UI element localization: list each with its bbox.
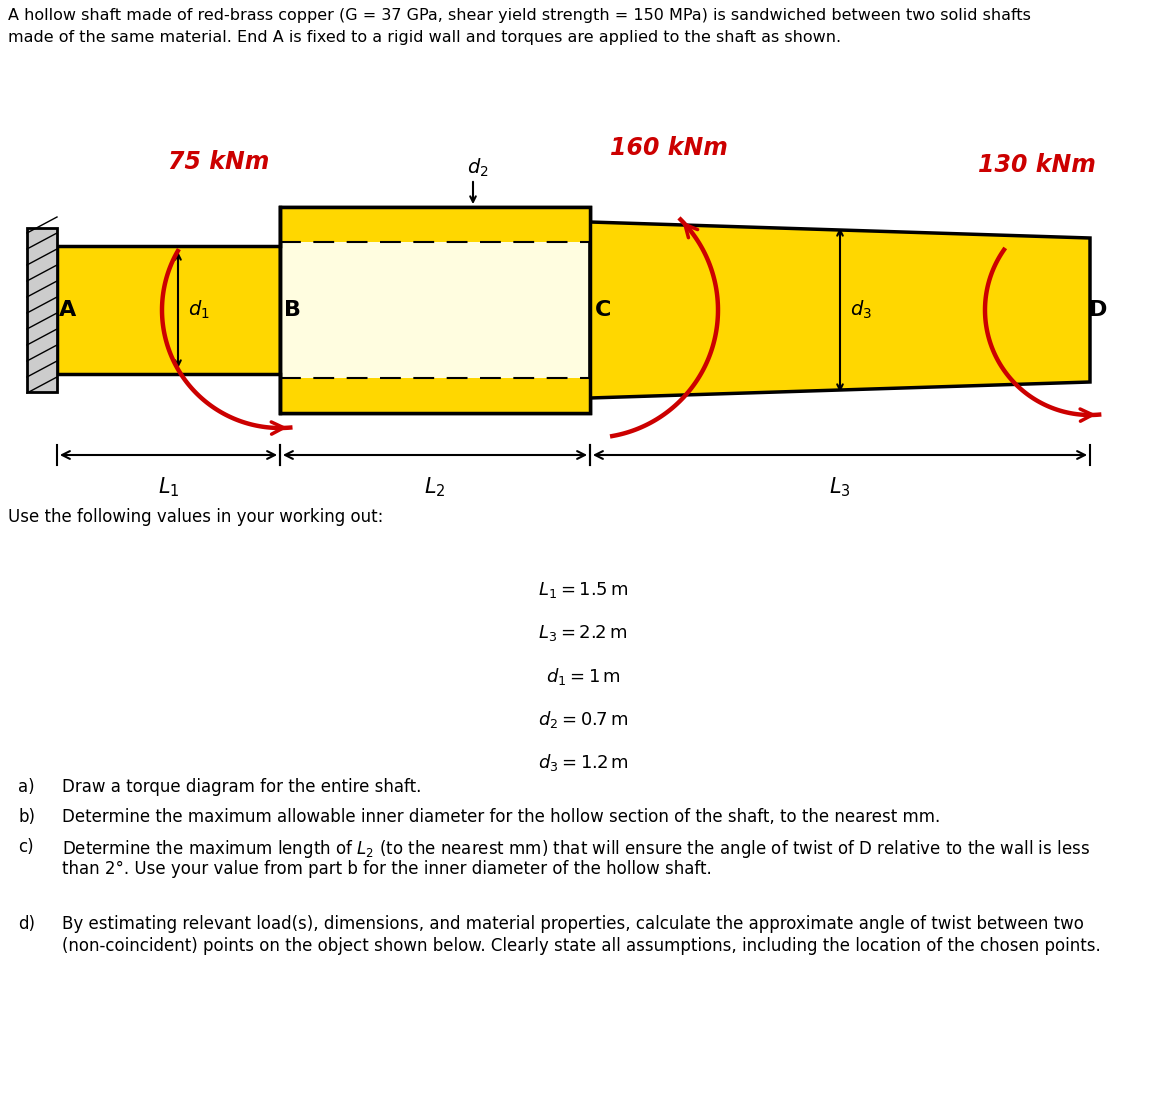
Text: C: C <box>595 300 611 320</box>
Bar <box>280 207 590 242</box>
Text: $d_3 = 1.2\,\mathrm{m}$: $d_3 = 1.2\,\mathrm{m}$ <box>538 752 628 773</box>
Text: Determine the maximum length of $L_2$ (to the nearest mm) that will ensure the a: Determine the maximum length of $L_2$ (t… <box>62 838 1090 860</box>
Text: than 2°. Use your value from part b for the inner diameter of the hollow shaft.: than 2°. Use your value from part b for … <box>62 860 711 878</box>
Text: $L_1 = 1.5\,\mathrm{m}$: $L_1 = 1.5\,\mathrm{m}$ <box>538 580 628 600</box>
Text: $d_1 = 1\,\mathrm{m}$: $d_1 = 1\,\mathrm{m}$ <box>546 666 620 687</box>
Polygon shape <box>590 222 1090 398</box>
Bar <box>280 207 590 413</box>
Text: b): b) <box>17 808 35 825</box>
Text: Determine the maximum allowable inner diameter for the hollow section of the sha: Determine the maximum allowable inner di… <box>62 808 940 825</box>
Text: 130 kNm: 130 kNm <box>978 153 1096 177</box>
Text: a): a) <box>17 778 35 797</box>
Text: $L_3$: $L_3$ <box>829 475 851 499</box>
Text: $d_2$: $d_2$ <box>468 157 489 179</box>
Text: $d_1$: $d_1$ <box>188 299 210 321</box>
Text: made of the same material. End A is fixed to a rigid wall and torques are applie: made of the same material. End A is fixe… <box>8 30 841 45</box>
Text: 75 kNm: 75 kNm <box>168 150 269 174</box>
Text: $L_3 = 2.2\,\mathrm{m}$: $L_3 = 2.2\,\mathrm{m}$ <box>539 623 627 643</box>
Text: 160 kNm: 160 kNm <box>610 136 728 160</box>
Bar <box>57 246 280 374</box>
Text: c): c) <box>17 838 34 856</box>
Text: A hollow shaft made of red-brass copper (G = 37 GPa, shear yield strength = 150 : A hollow shaft made of red-brass copper … <box>8 8 1031 23</box>
Text: A: A <box>59 300 77 320</box>
Text: Draw a torque diagram for the entire shaft.: Draw a torque diagram for the entire sha… <box>62 778 421 797</box>
Bar <box>280 207 590 413</box>
Bar <box>27 228 57 392</box>
Bar <box>280 378 590 413</box>
Text: By estimating relevant load(s), dimensions, and material properties, calculate t: By estimating relevant load(s), dimensio… <box>62 915 1084 934</box>
Text: $L_2$: $L_2$ <box>424 475 445 499</box>
Text: B: B <box>283 300 301 320</box>
Text: Use the following values in your working out:: Use the following values in your working… <box>8 508 384 526</box>
Text: $L_1$: $L_1$ <box>157 475 180 499</box>
Text: D: D <box>1089 300 1108 320</box>
Text: d): d) <box>17 915 35 934</box>
Text: $d_3$: $d_3$ <box>850 299 872 321</box>
Text: (non-coincident) points on the object shown below. Clearly state all assumptions: (non-coincident) points on the object sh… <box>62 937 1101 955</box>
Text: $d_2 = 0.7\,\mathrm{m}$: $d_2 = 0.7\,\mathrm{m}$ <box>538 709 628 730</box>
